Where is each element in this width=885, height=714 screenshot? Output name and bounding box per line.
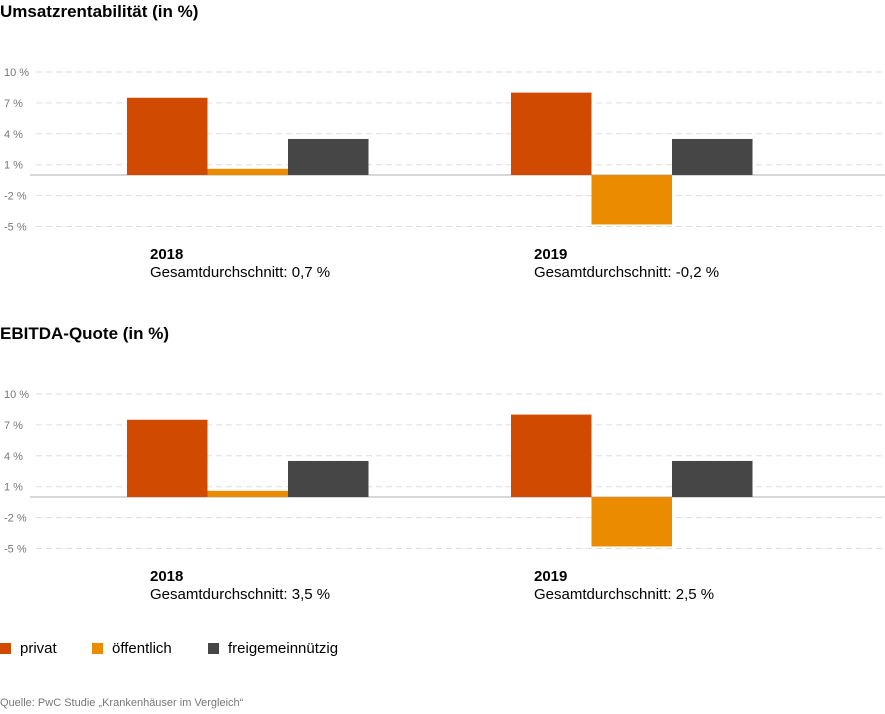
legend-label: privat — [20, 640, 57, 657]
bar-oeffentlich-2019 — [591, 175, 672, 225]
category-label-2018: 2018 — [150, 246, 184, 263]
bar-oeffentlich-2018 — [207, 168, 288, 175]
legend-item-privat: privat — [0, 640, 57, 657]
bar-oeffentlich-2019 — [591, 497, 672, 547]
legend-item-freigemeinnuetzig: freigemeinnützig — [208, 640, 338, 657]
category-label-2019: 2019 — [534, 246, 568, 263]
category-label-2019: 2019 — [534, 568, 568, 585]
bar-privat-2019 — [511, 414, 592, 497]
legend-swatch-oeffentlich — [92, 643, 103, 654]
y-tick-label: 7 % — [4, 98, 23, 110]
legend-swatch-privat — [0, 643, 11, 654]
average-note-2019: Gesamtdurchschnitt: 2,5 % — [534, 586, 715, 603]
chart-ebitda-quote: 10 % 7 % 4 % 1 % -2 % -5 % — [4, 389, 885, 556]
source-note: Quelle: PwC Studie „Krankenhäuser im Ver… — [0, 697, 244, 709]
y-tick-label: 4 % — [4, 451, 23, 463]
y-tick-label: -5 % — [4, 544, 27, 556]
chart-title-ebitda-quote: EBITDA-Quote (in %) — [0, 324, 170, 343]
bar-freigemeinnuetzig-2018 — [288, 460, 369, 497]
chart-title-umsatzrentabilitaet: Umsatzrentabilität (in %) — [0, 2, 199, 21]
legend-label: öffentlich — [112, 640, 172, 657]
average-note-2018: Gesamtdurchschnitt: 0,7 % — [150, 264, 331, 281]
bar-privat-2018 — [127, 97, 208, 175]
y-tick-label: -2 % — [4, 513, 27, 525]
bar-privat-2018 — [127, 419, 208, 497]
y-tick-label: 1 % — [4, 160, 23, 172]
y-tick-label: -2 % — [4, 191, 27, 203]
bar-freigemeinnuetzig-2019 — [672, 460, 753, 497]
chart-umsatzrentabilitaet: 10 % 7 % 4 % 1 % -2 % -5 % — [4, 67, 885, 234]
legend-label: freigemeinnützig — [228, 640, 339, 657]
bar-oeffentlich-2018 — [207, 490, 288, 497]
bar-freigemeinnuetzig-2018 — [288, 138, 369, 175]
legend-swatch-freigemeinnuetzig — [208, 643, 219, 654]
y-tick-label: 10 % — [4, 389, 29, 401]
bar-freigemeinnuetzig-2019 — [672, 138, 753, 175]
y-tick-label: -5 % — [4, 222, 27, 234]
y-tick-label: 4 % — [4, 129, 23, 141]
legend-item-oeffentlich: öffentlich — [92, 640, 172, 657]
category-label-2018: 2018 — [150, 568, 184, 585]
y-tick-label: 7 % — [4, 420, 23, 432]
average-note-2018: Gesamtdurchschnitt: 3,5 % — [150, 586, 331, 603]
y-tick-label: 10 % — [4, 67, 29, 79]
bar-privat-2019 — [511, 92, 592, 175]
y-tick-label: 1 % — [4, 482, 23, 494]
average-note-2019: Gesamtdurchschnitt: -0,2 % — [534, 264, 720, 281]
